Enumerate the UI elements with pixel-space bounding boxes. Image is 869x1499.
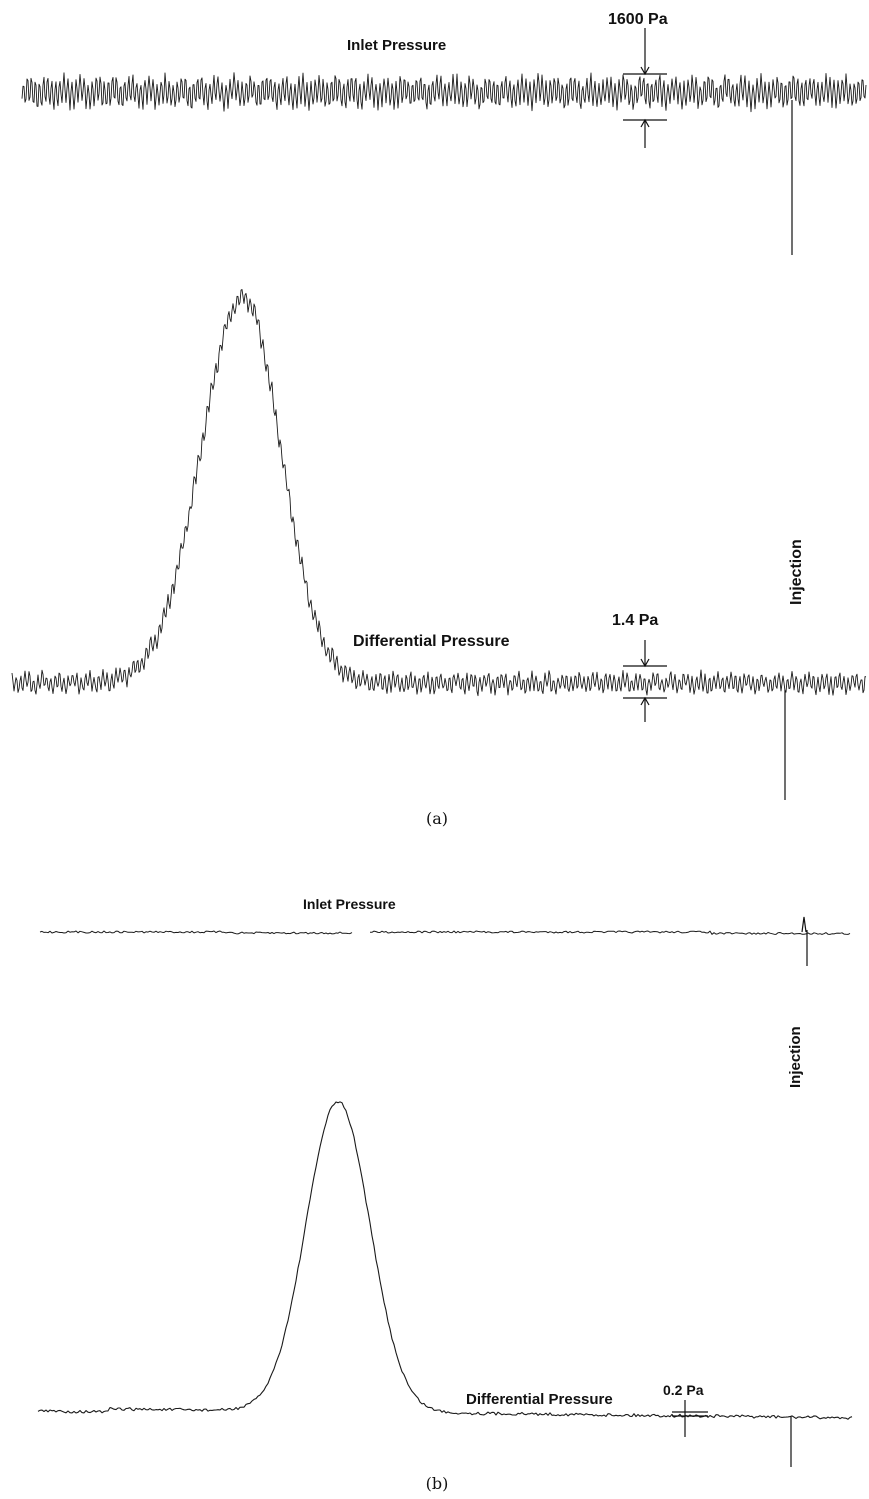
injection-spike-inlet-b: [801, 916, 807, 933]
label-inlet-pressure-b: Inlet Pressure: [303, 896, 396, 912]
label-injection-a: Injection: [788, 539, 805, 605]
label-injection-b: Injection: [787, 1026, 804, 1088]
label-differential-pressure-a: Differential Pressure: [353, 633, 510, 650]
label-amplitude-differential-a: 1.4 Pa: [612, 612, 658, 629]
amplitude-marker-differential-a-arrow-down: [640, 658, 650, 668]
amplitude-marker-inlet-a-arrow-up: [640, 118, 650, 128]
amplitude-marker-differential-a-arrow-up: [640, 696, 650, 706]
label-inlet-pressure-a: Inlet Pressure: [347, 37, 446, 54]
caption-b: (b): [426, 1474, 449, 1493]
amplitude-marker-inlet-a-arrow-down: [640, 66, 650, 76]
panel-a: Inlet Pressure 1600 Pa Differential Pres…: [11, 11, 867, 828]
label-amplitude-inlet-a: 1600 Pa: [608, 11, 668, 28]
panel-b: Inlet Pressure Differential Pressure 0.2…: [37, 896, 853, 1493]
trace-inlet-pressure-b-right: [369, 930, 851, 935]
trace-differential-pressure-a: [11, 289, 867, 697]
caption-a: (a): [426, 809, 448, 828]
traces-b: [37, 916, 853, 1467]
trace-differential-pressure-b: [37, 1101, 853, 1420]
traces-a: [11, 28, 867, 800]
trace-inlet-pressure-a: [21, 72, 867, 113]
label-differential-pressure-b: Differential Pressure: [466, 1391, 613, 1408]
label-amplitude-differential-b: 0.2 Pa: [663, 1382, 704, 1398]
trace-inlet-pressure-b-left: [39, 930, 353, 935]
